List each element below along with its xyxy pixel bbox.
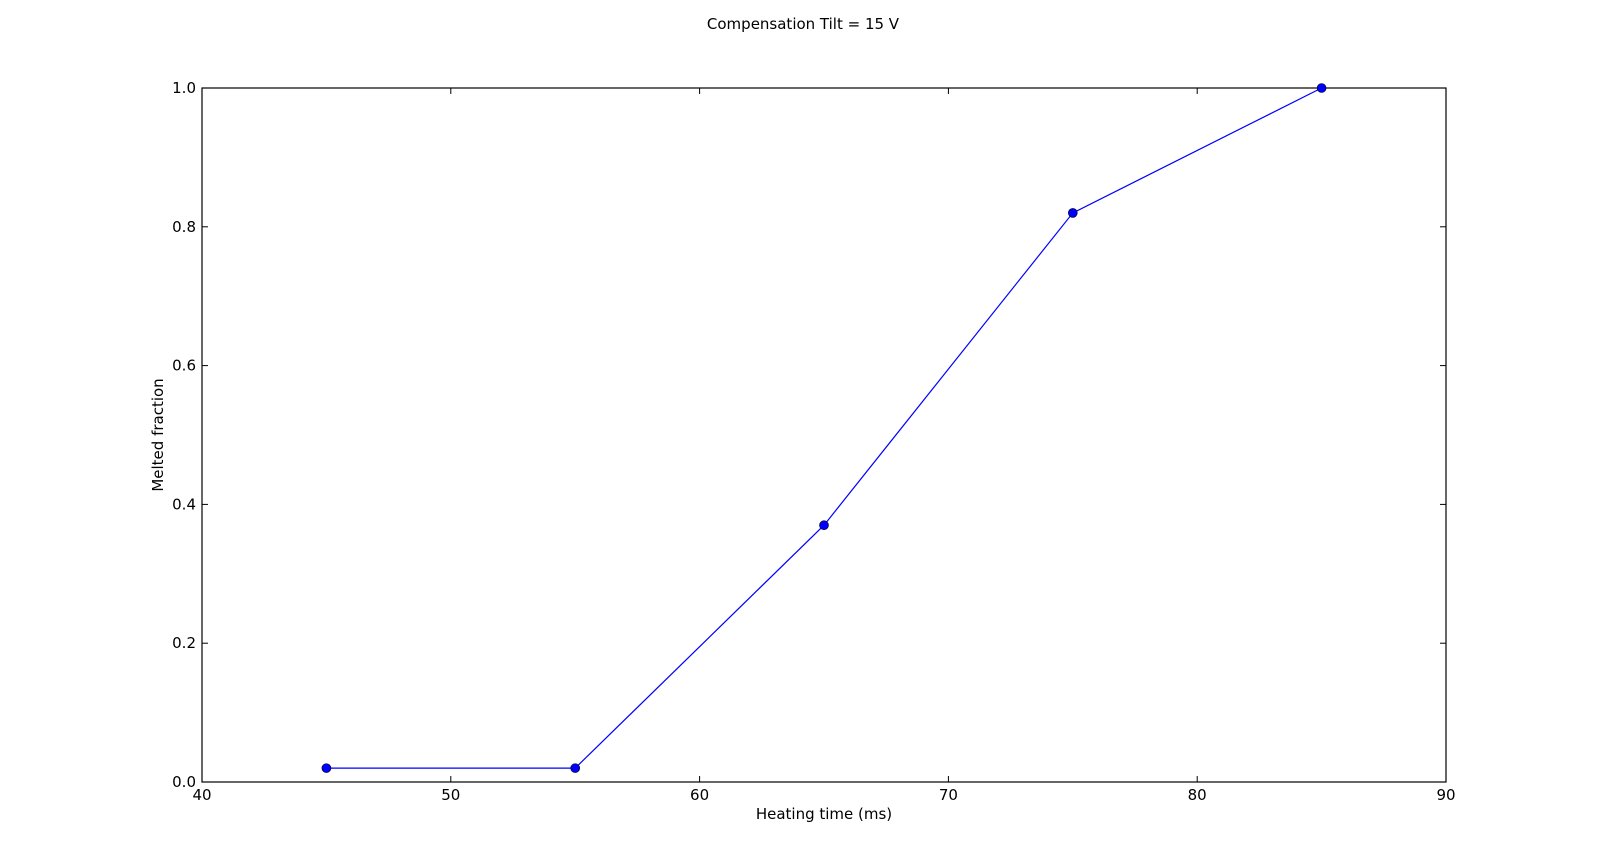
x-tick-label: 90 [1436, 786, 1455, 804]
x-tick-label: 70 [939, 786, 958, 804]
y-tick-label: 0.4 [172, 495, 196, 513]
x-tick-label: 60 [690, 786, 709, 804]
chart-title: Compensation Tilt = 15 V [707, 15, 900, 33]
y-tick-label: 1.0 [172, 79, 196, 97]
series-line [326, 87, 1322, 769]
x-axis: 40 50 60 70 80 90 [192, 88, 1456, 804]
plot-area [201, 87, 1447, 783]
y-axis: 0.0 0.2 0.4 0.6 0.8 1.0 [172, 79, 1446, 791]
x-tick-label: 40 [192, 786, 211, 804]
x-tick-label: 50 [441, 786, 460, 804]
data-point [570, 763, 581, 773]
x-axis-title: Heating time (ms) [756, 805, 892, 823]
y-tick-label: 0.8 [172, 218, 196, 236]
y-tick-label: 0.0 [172, 773, 196, 791]
series-layer [321, 83, 1327, 773]
data-point [819, 520, 829, 531]
plot-frame [201, 87, 1447, 783]
data-point [1316, 83, 1327, 93]
y-tick-label: 0.2 [172, 634, 196, 652]
y-tick-label: 0.6 [172, 357, 196, 375]
x-tick-label: 80 [1188, 786, 1207, 804]
data-point [1068, 208, 1078, 218]
y-axis-title: Melted fraction [149, 378, 167, 491]
data-point [321, 763, 332, 773]
